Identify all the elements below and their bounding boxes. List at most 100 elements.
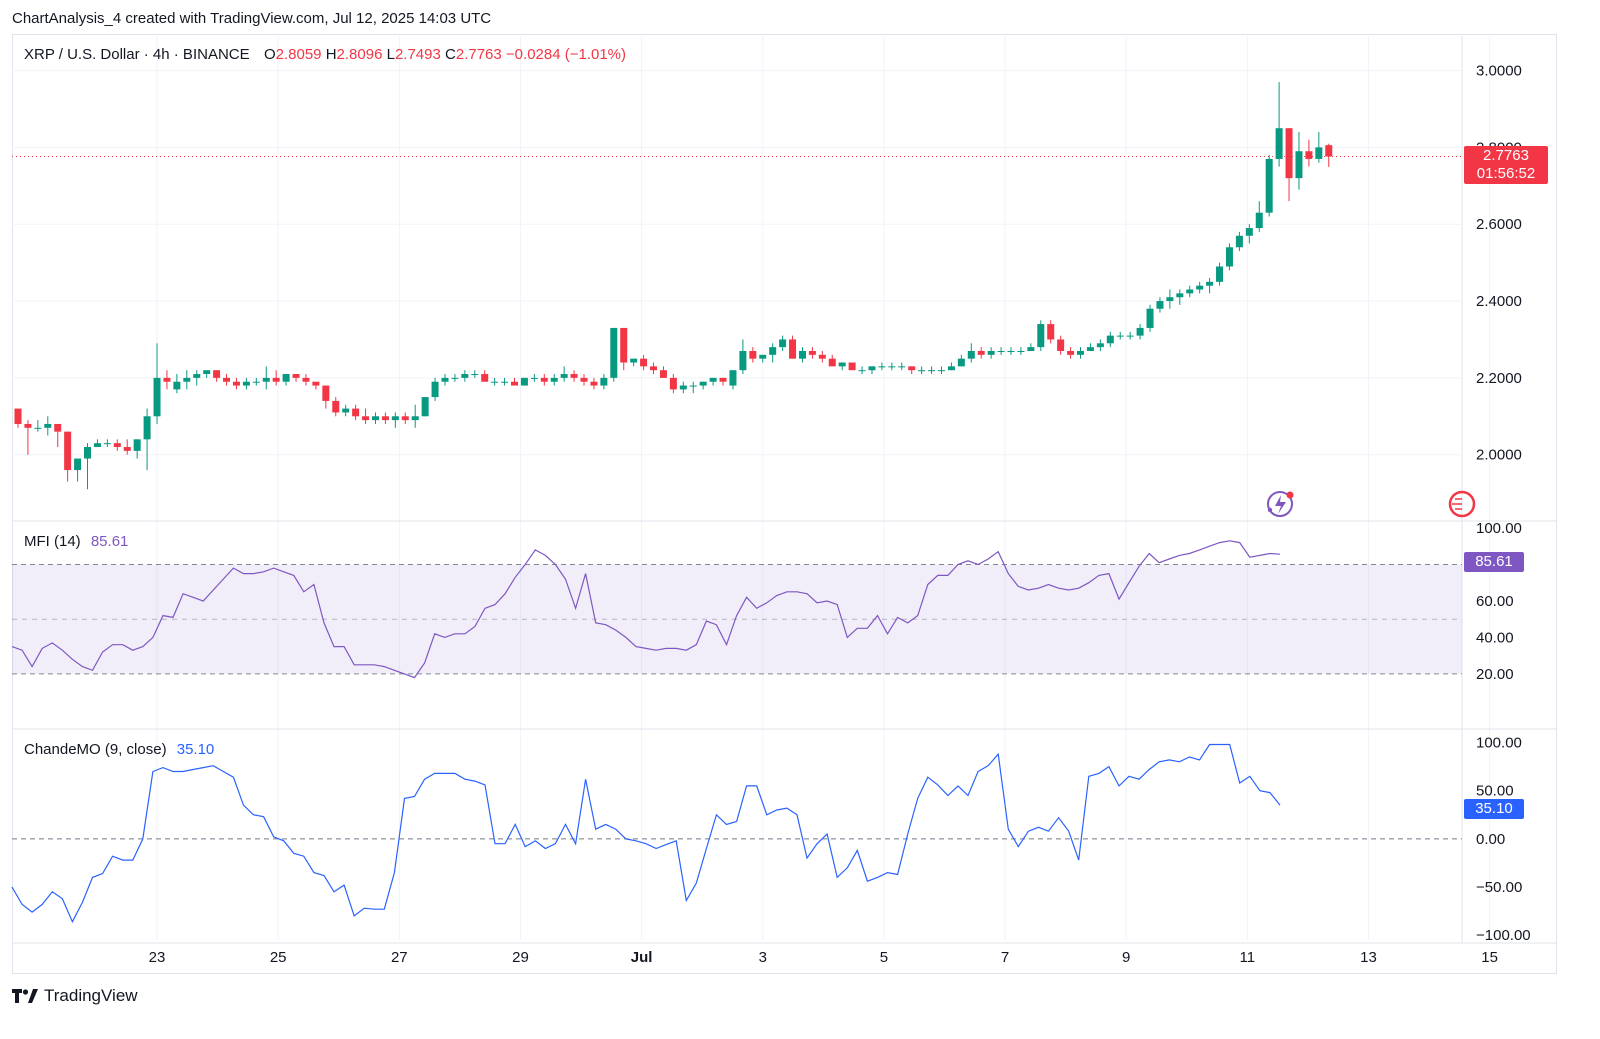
candle-body xyxy=(103,443,111,445)
candle-body xyxy=(1305,151,1313,159)
candle-body xyxy=(858,370,866,372)
candle-body xyxy=(977,350,985,355)
candle-body xyxy=(381,416,389,421)
candle-body xyxy=(252,381,260,383)
candle-body xyxy=(709,377,717,382)
candle-body xyxy=(451,377,459,379)
candle-body xyxy=(1037,324,1045,348)
cmo-series-line xyxy=(11,743,1281,924)
x-tick-label: 13 xyxy=(1360,949,1377,966)
candle-body xyxy=(530,377,538,379)
mfi-tick-label: 40.00 xyxy=(1476,629,1514,646)
candle-body xyxy=(669,377,677,390)
cmo-label: ChandeMO (9, close) xyxy=(24,741,167,758)
candle-body xyxy=(54,423,62,432)
candle-body xyxy=(183,377,191,382)
candle-body xyxy=(1265,158,1273,213)
candle-body xyxy=(1126,335,1134,337)
candle-body xyxy=(520,377,528,386)
x-tick-label: 5 xyxy=(880,949,888,966)
candle-body xyxy=(749,350,757,359)
candle-body xyxy=(908,366,916,371)
candle-body xyxy=(1295,151,1303,179)
candle-body xyxy=(1225,247,1233,267)
candle-body xyxy=(550,377,558,382)
chart-frame xyxy=(12,34,1557,974)
candle-body xyxy=(1047,324,1055,340)
candle-body xyxy=(113,443,121,448)
price-tick-label: 2.2000 xyxy=(1476,370,1522,387)
candle-body xyxy=(590,381,598,386)
candle-body xyxy=(371,416,379,421)
candle-body xyxy=(570,374,578,378)
candle-body xyxy=(213,370,221,378)
candle-body xyxy=(560,374,568,378)
candle-body xyxy=(957,358,965,367)
x-tick-label: 23 xyxy=(149,949,166,966)
cmo-value: 35.10 xyxy=(176,741,215,758)
candle-body xyxy=(808,350,816,355)
x-tick-label: 15 xyxy=(1481,949,1498,966)
candle-body xyxy=(223,377,231,382)
candle-body xyxy=(93,443,101,448)
candle-body xyxy=(798,350,806,359)
candle-body xyxy=(272,377,280,382)
x-tick-label: 7 xyxy=(1001,949,1009,966)
candle-body xyxy=(888,366,896,368)
mfi-label: MFI (14) xyxy=(24,533,81,550)
candle-body xyxy=(689,385,697,387)
candle-body xyxy=(421,397,429,417)
candle-body xyxy=(232,381,240,386)
candle-body xyxy=(1255,212,1263,229)
candle-body xyxy=(74,458,82,471)
candle-body xyxy=(411,416,419,421)
candle-body xyxy=(34,427,42,429)
candle-body xyxy=(679,385,687,390)
candle-body xyxy=(84,447,92,459)
candle-body xyxy=(620,327,628,363)
candle-body xyxy=(312,381,320,386)
candle-body xyxy=(848,362,856,371)
candle-body xyxy=(1275,128,1283,159)
candle-body xyxy=(1007,350,1015,352)
candle-body xyxy=(898,366,906,368)
candle-body xyxy=(163,377,171,382)
candle-body xyxy=(719,377,727,382)
candle-body xyxy=(391,416,399,421)
candle-body xyxy=(1086,347,1094,351)
candle-body xyxy=(1057,339,1065,351)
close-value: 2.7763 xyxy=(455,46,502,63)
candle-body xyxy=(471,374,479,376)
mfi-legend: MFI (14) 85.61 xyxy=(24,533,128,550)
candle-body xyxy=(1027,347,1035,351)
candle-body xyxy=(501,381,509,383)
candle-body xyxy=(64,431,72,471)
footer-brand-name: TradingView xyxy=(44,986,138,1005)
candle-body xyxy=(1196,285,1204,290)
candle-body xyxy=(997,350,1005,352)
close-label: C xyxy=(445,46,456,63)
candle-body xyxy=(739,350,747,371)
candle-body xyxy=(173,381,181,390)
low-label: L xyxy=(386,46,395,63)
candle-body xyxy=(1285,128,1293,179)
attribution-header: ChartAnalysis_4 created with TradingView… xyxy=(12,10,492,27)
candle-body xyxy=(24,423,32,428)
candle-body xyxy=(332,400,340,413)
candle-body xyxy=(838,362,846,367)
footer-brand: TradingView xyxy=(12,986,138,1006)
candle-body xyxy=(1156,301,1164,309)
candle-body xyxy=(759,354,767,359)
candle-body xyxy=(1245,228,1253,236)
x-tick-label: Jul xyxy=(631,949,653,966)
last-price-value: 2.7763 xyxy=(1483,147,1529,164)
candle-body xyxy=(918,370,926,372)
candle-body xyxy=(1235,235,1243,248)
mfi-tick-label: 60.00 xyxy=(1476,593,1514,610)
candle-body xyxy=(967,350,975,359)
candle-body xyxy=(1106,335,1114,344)
candle-body xyxy=(1315,147,1323,159)
candle-body xyxy=(203,370,211,375)
candle-body xyxy=(1186,289,1194,294)
